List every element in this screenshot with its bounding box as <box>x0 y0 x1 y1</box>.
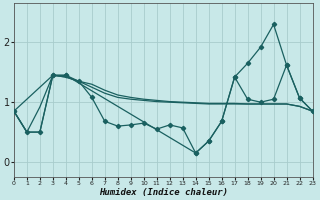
X-axis label: Humidex (Indice chaleur): Humidex (Indice chaleur) <box>99 188 228 197</box>
